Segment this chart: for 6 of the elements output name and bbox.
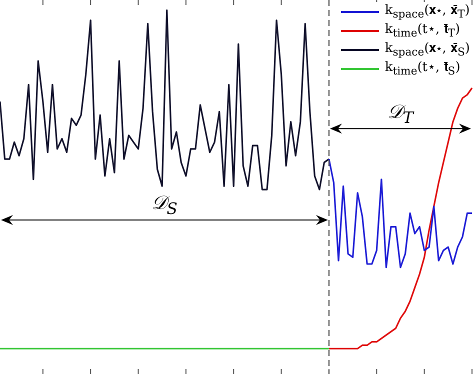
legend-label: k$_{space}$(𝐱⋆, 𝐱̄$_{T}$) xyxy=(384,2,470,20)
legend-label: k$_{time}$(t⋆, 𝐭̄$_{S}$) xyxy=(384,59,460,78)
legend-label: k$_{time}$(t⋆, 𝐭̄$_{T}$) xyxy=(384,21,460,40)
annotation: 𝒟$_{S}$ xyxy=(148,192,180,218)
annotation: 𝒟$_{T}$ xyxy=(384,100,416,126)
legend-label: k$_{space}$(𝐱⋆, 𝐱̄$_{S}$) xyxy=(384,40,470,58)
